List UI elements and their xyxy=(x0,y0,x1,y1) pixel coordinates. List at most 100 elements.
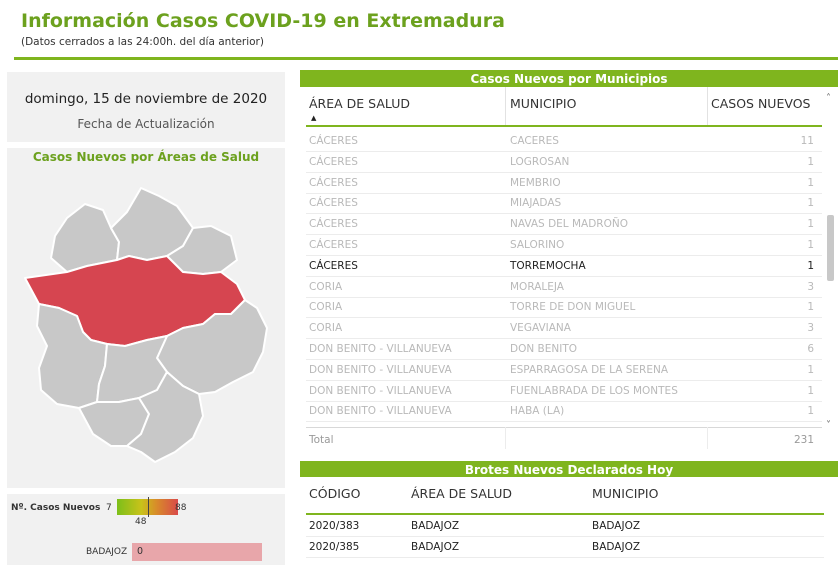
table-row[interactable]: CÁCERES SALORINO 1 xyxy=(306,235,822,256)
brotes-panel-title: Brotes Nuevos Declarados Hoy xyxy=(300,461,838,477)
row-municipio-cell: CACERES xyxy=(510,135,559,147)
legend-mid-value: 48 xyxy=(135,517,147,527)
legend-gradient-bar xyxy=(117,499,178,515)
row-casos-cell: 11 xyxy=(800,135,814,147)
column-divider xyxy=(505,87,506,125)
table-row[interactable]: 2020/383 BADAJOZ BADAJOZ xyxy=(306,516,824,537)
table-row[interactable]: CÁCERES LOGROSAN 1 xyxy=(306,152,822,173)
row-area-cell: CÁCERES xyxy=(309,218,358,231)
municipios-panel-title: Casos Nuevos por Municipios xyxy=(300,70,838,87)
table-row[interactable]: DON BENITO - VILLANUEVA ESPARRAGOSA DE LA… xyxy=(306,360,822,381)
column-header-codigo[interactable]: CÓDIGO xyxy=(309,486,361,501)
row-municipio-cell: TORREMOCHA xyxy=(510,259,586,272)
map-area-llerena[interactable] xyxy=(126,371,204,463)
legend-card: Nº. Casos Nuevos 7 88 48 BADAJOZ 0 xyxy=(7,494,285,565)
table-row[interactable]: DON BENITO - VILLANUEVA FUENLABRADA DE LO… xyxy=(306,381,822,402)
update-date-card: domingo, 15 de noviembre de 2020 Fecha d… xyxy=(7,72,285,142)
column-header-area[interactable]: ÁREA DE SALUD xyxy=(309,96,410,111)
total-value: 231 xyxy=(793,434,814,446)
table-row[interactable]: CÁCERES MIAJADAS 1 xyxy=(306,193,822,215)
header-divider xyxy=(14,57,838,60)
page-subtitle: (Datos cerrados a las 24:00h. del día an… xyxy=(21,36,264,48)
row-area-cell: DON BENITO - VILLANUEVA xyxy=(309,405,452,418)
row-casos-cell: 1 xyxy=(807,405,814,418)
municipios-scrollbar[interactable]: ˄ ˅ xyxy=(825,87,838,452)
row-municipio-cell: MIAJADAS xyxy=(510,197,562,210)
row-municipio-cell: BADAJOZ xyxy=(592,520,641,532)
column-header-casos[interactable]: CASOS NUEVOS xyxy=(711,96,811,111)
row-area-cell: CÁCERES xyxy=(309,259,358,272)
province-label: BADAJOZ xyxy=(86,547,128,557)
municipios-table: ÁREA DE SALUD ▲ MUNICIPIO CASOS NUEVOS C… xyxy=(300,87,838,452)
row-municipio-cell: MORALEJA xyxy=(510,280,564,293)
update-date-label: Fecha de Actualización xyxy=(77,117,215,131)
row-area-cell: CÁCERES xyxy=(309,135,358,147)
row-codigo-cell: 2020/385 xyxy=(309,541,360,553)
row-casos-cell: 1 xyxy=(807,363,814,376)
row-area-cell: BADAJOZ xyxy=(411,520,460,532)
row-casos-cell: 1 xyxy=(807,301,814,314)
column-divider xyxy=(505,427,506,449)
table-row[interactable]: CÁCERES TORREMOCHA 1 xyxy=(306,256,822,277)
column-divider xyxy=(707,87,708,125)
table-row[interactable]: CORIA VEGAVIANA 3 xyxy=(306,318,822,340)
row-area-cell: CORIA xyxy=(309,301,343,314)
row-municipio-cell: VEGAVIANA xyxy=(510,322,571,335)
row-municipio-cell: FUENLABRADA DE LOS MONTES xyxy=(510,384,678,397)
row-area-cell: DON BENITO - VILLANUEVA xyxy=(309,343,452,355)
map-title: Casos Nuevos por Áreas de Salud xyxy=(32,150,260,164)
legend-title: Nº. Casos Nuevos xyxy=(11,503,101,513)
row-casos-cell: 1 xyxy=(807,259,814,272)
row-municipio-cell: BADAJOZ xyxy=(592,541,641,553)
health-areas-map-card: Casos Nuevos por Áreas de Salud xyxy=(7,148,285,488)
column-divider xyxy=(707,427,708,449)
row-municipio-cell: TORRE DE DON MIGUEL xyxy=(510,301,636,314)
legend-max-value: 88 xyxy=(175,503,187,513)
row-area-cell: CORIA xyxy=(309,280,343,293)
row-municipio-cell: ESPARRAGOSA DE LA SERENA xyxy=(510,363,669,376)
extremadura-map[interactable] xyxy=(7,176,285,486)
legend-mid-marker xyxy=(148,497,149,517)
row-casos-cell: 3 xyxy=(807,322,814,335)
table-row[interactable]: CÁCERES MEMBRIO 1 xyxy=(306,173,822,194)
table-row[interactable]: CÁCERES NAVAS DEL MADROÑO 1 xyxy=(306,214,822,236)
row-area-cell: CORIA xyxy=(309,322,343,335)
row-area-cell: CÁCERES xyxy=(309,155,358,168)
legend-min-value: 7 xyxy=(106,503,112,513)
row-municipio-cell: HABA (LA) xyxy=(510,405,565,418)
total-label: Total xyxy=(309,434,334,446)
row-casos-cell: 1 xyxy=(807,218,814,231)
scroll-thumb[interactable] xyxy=(827,215,834,281)
row-area-cell: CÁCERES xyxy=(309,197,358,210)
row-municipio-cell: NAVAS DEL MADROÑO xyxy=(510,218,628,231)
header-underline xyxy=(306,513,824,515)
row-casos-cell: 1 xyxy=(807,155,814,168)
row-area-cell: CÁCERES xyxy=(309,239,358,251)
scroll-up-icon[interactable]: ˄ xyxy=(826,93,831,104)
brotes-table: CÓDIGO ÁREA DE SALUD MUNICIPIO 2020/383 B… xyxy=(300,477,838,565)
column-header-municipio[interactable]: MUNICIPIO xyxy=(510,96,577,111)
column-header-area[interactable]: ÁREA DE SALUD xyxy=(411,486,512,501)
row-casos-cell: 1 xyxy=(807,197,814,210)
row-area-cell: DON BENITO - VILLANUEVA xyxy=(309,363,452,376)
scroll-down-icon[interactable]: ˅ xyxy=(826,420,831,431)
row-municipio-cell: SALORINO xyxy=(510,239,565,251)
page-title: Información Casos COVID-19 en Extremadur… xyxy=(21,10,505,32)
table-row[interactable]: DON BENITO - VILLANUEVA HABA (LA) 1 xyxy=(306,401,822,423)
sort-ascending-icon[interactable]: ▲ xyxy=(311,114,317,122)
row-area-cell: BADAJOZ xyxy=(411,541,460,553)
table-row[interactable]: CÁCERES CACERES 11 xyxy=(306,131,822,152)
column-header-municipio[interactable]: MUNICIPIO xyxy=(592,486,659,501)
table-row[interactable]: CORIA MORALEJA 3 xyxy=(306,277,822,298)
row-area-cell: DON BENITO - VILLANUEVA xyxy=(309,384,452,397)
header-underline xyxy=(306,125,822,127)
table-row[interactable]: 2020/385 BADAJOZ BADAJOZ xyxy=(306,537,824,558)
row-casos-cell: 1 xyxy=(807,239,814,251)
row-casos-cell: 6 xyxy=(807,343,814,355)
table-row[interactable]: DON BENITO - VILLANUEVA DON BENITO 6 xyxy=(306,339,822,360)
row-casos-cell: 1 xyxy=(807,384,814,397)
province-bar[interactable] xyxy=(132,543,262,561)
row-casos-cell: 1 xyxy=(807,176,814,189)
province-value: 0 xyxy=(137,546,144,557)
table-row[interactable]: CORIA TORRE DE DON MIGUEL 1 xyxy=(306,297,822,319)
